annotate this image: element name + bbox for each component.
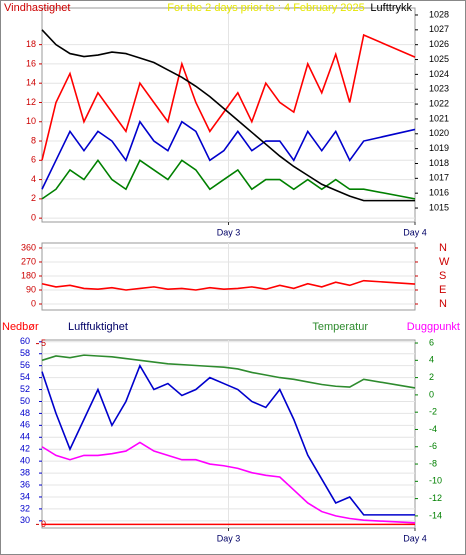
y2-tick-label: E — [439, 284, 446, 296]
series-line — [41, 279, 416, 291]
x-tick-label: Day 4 — [403, 227, 427, 237]
y-tick-label: 60 — [20, 336, 30, 346]
y-tick-label: 46 — [20, 420, 30, 430]
y-tick-label: 0 — [31, 298, 36, 308]
chart-title: For the 2 days prior to : 4 February 202… — [167, 2, 365, 14]
y3-tick-label: 5 — [41, 338, 46, 348]
y-tick-label: 8 — [31, 135, 36, 145]
y2-tick-label: -8 — [429, 458, 437, 468]
y2-tick-label: -2 — [429, 407, 437, 417]
y2-tick-label: 4 — [429, 355, 434, 365]
y-tick-label: 44 — [20, 432, 30, 442]
y-tick-label: 14 — [26, 78, 36, 88]
series-label: Duggpunkt — [407, 321, 460, 333]
y2-tick-label: 1019 — [429, 143, 449, 153]
y-tick-label: 4 — [31, 174, 36, 184]
y-tick-label: 38 — [20, 467, 30, 477]
y-tick-label: 42 — [20, 444, 30, 454]
y2-tick-label: 1020 — [429, 128, 449, 138]
series-label: Nedbør — [2, 321, 39, 333]
y-tick-label: 54 — [20, 372, 30, 382]
x-tick-label: Day 4 — [403, 533, 427, 543]
y-tick-label: 36 — [20, 479, 30, 489]
x-tick-label: Day 3 — [217, 227, 241, 237]
y2-tick-label: 1025 — [429, 54, 449, 64]
y-tick-label: 6 — [31, 155, 36, 165]
y2-tick-label: 1028 — [429, 9, 449, 19]
y2-tick-label: 1017 — [429, 173, 449, 183]
y2-tick-label: -10 — [429, 476, 442, 486]
y2-tick-label: -14 — [429, 510, 442, 520]
series-label: Luftfuktighet — [68, 321, 128, 333]
y-tick-label: 2 — [31, 193, 36, 203]
y2-tick-label: 1024 — [429, 69, 449, 79]
y2-tick-label: -12 — [429, 493, 442, 503]
y-tick-label: 360 — [21, 242, 36, 252]
y-tick-label: 12 — [26, 97, 36, 107]
y2-tick-label: S — [439, 270, 446, 282]
y2-tick-label: 0 — [429, 389, 434, 399]
series-line — [41, 33, 416, 161]
y2-tick-label: N — [439, 242, 447, 254]
y-tick-label: 52 — [20, 384, 30, 394]
y2-tick-label: 1021 — [429, 113, 449, 123]
y2-tick-label: 1018 — [429, 158, 449, 168]
y2-tick-label: 6 — [429, 337, 434, 347]
y2-tick-label: 2 — [429, 372, 434, 382]
y-tick-label: 30 — [20, 515, 30, 525]
y-tick-label: 16 — [26, 58, 36, 68]
series-label: Temperatur — [312, 321, 368, 333]
series-line — [41, 29, 415, 202]
y-tick-label: 34 — [20, 491, 30, 501]
y2-tick-label: N — [439, 298, 447, 310]
y2-tick-label: 1022 — [429, 98, 449, 108]
y-tick-label: 50 — [20, 396, 30, 406]
y2-tick-label: -4 — [429, 424, 437, 434]
y2-tick-label: 1016 — [429, 188, 449, 198]
series-line — [41, 441, 416, 524]
y2-tick-label: -6 — [429, 441, 437, 451]
y2-tick-label: 1015 — [429, 202, 449, 212]
y2-axis-title: Lufttrykk — [370, 2, 412, 14]
y-tick-label: 10 — [26, 116, 36, 126]
y-tick-label: 56 — [20, 360, 30, 370]
series-line — [41, 363, 415, 516]
y2-tick-label: 1023 — [429, 84, 449, 94]
y2-tick-label: 1026 — [429, 39, 449, 49]
y-tick-label: 32 — [20, 503, 30, 513]
y-tick-label: 90 — [26, 284, 36, 294]
x-tick-label: Day 3 — [217, 533, 241, 543]
y-tick-label: 270 — [21, 256, 36, 266]
y-tick-label: 180 — [21, 270, 36, 280]
y-tick-label: 40 — [20, 456, 30, 466]
y-tick-label: 0 — [31, 213, 36, 223]
y2-tick-label: W — [439, 256, 450, 268]
y2-tick-label: 1027 — [429, 24, 449, 34]
y-axis-title: Vindhastighet — [4, 2, 70, 14]
y-tick-label: 58 — [20, 348, 30, 358]
y-tick-label: 18 — [26, 39, 36, 49]
series-line — [41, 120, 416, 190]
series-line — [41, 354, 416, 389]
series-line — [41, 158, 416, 200]
y-tick-label: 48 — [20, 408, 30, 418]
